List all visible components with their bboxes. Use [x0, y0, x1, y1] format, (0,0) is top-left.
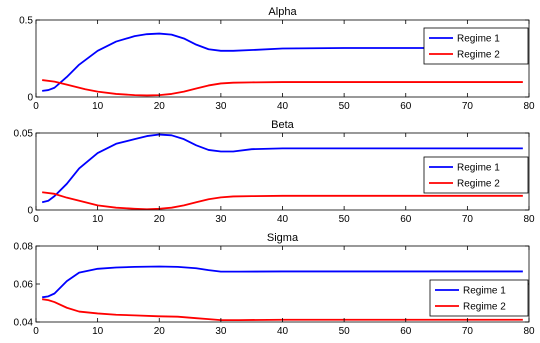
- x-tick-label: 10: [92, 101, 104, 112]
- x-tick-label: 30: [215, 326, 227, 337]
- chart-title: Beta: [271, 119, 295, 131]
- x-tick-label: 30: [215, 214, 227, 225]
- x-tick-label: 80: [523, 214, 535, 225]
- x-tick-label: 10: [92, 214, 104, 225]
- x-tick-label: 20: [154, 214, 166, 225]
- chart-title: Alpha: [268, 6, 297, 18]
- chart-panel-sigma: Sigma 0 10 20 30 40 50 60 70 80 0.04 0.06 0.08 Regime…: [14, 232, 535, 337]
- legend-box: [429, 279, 529, 317]
- x-tick-label: 10: [92, 326, 104, 337]
- legend-box: [423, 27, 529, 65]
- x-tick-label: 40: [277, 326, 289, 337]
- x-tick-label: 40: [277, 214, 289, 225]
- legend-label-regime-1: Regime 1: [457, 163, 500, 174]
- legend-label-regime-2: Regime 2: [457, 50, 500, 61]
- y-tick-label: 0.08: [14, 242, 34, 253]
- x-tick-label: 70: [462, 214, 474, 225]
- x-tick-label: 50: [339, 326, 351, 337]
- series-line-regime-2: [42, 191, 523, 210]
- legend-label-regime-2: Regime 2: [463, 302, 506, 313]
- x-tick-label: 50: [339, 101, 351, 112]
- x-tick-label: 40: [277, 101, 289, 112]
- y-tick-label: 0.06: [14, 280, 34, 291]
- series-group: [41, 133, 523, 210]
- y-tick-label: 0: [27, 93, 33, 104]
- x-tick-label: 70: [462, 326, 474, 337]
- legend-label-regime-2: Regime 2: [457, 179, 500, 190]
- x-tick-label: 30: [215, 101, 227, 112]
- y-tick-label: 0.5: [19, 16, 33, 27]
- y-tick-label: 0: [27, 206, 33, 217]
- legend: Regime 1 Regime 2: [423, 156, 529, 194]
- series-group: [42, 32, 523, 97]
- x-tick-label: 60: [400, 326, 412, 337]
- series-line-regime-1: [41, 133, 523, 204]
- legend: Regime 1 Regime 2: [423, 27, 529, 65]
- x-tick-label: 60: [400, 214, 412, 225]
- legend-label-regime-1: Regime 1: [457, 34, 500, 45]
- y-tick-label: 0.05: [14, 129, 34, 140]
- x-tick-label: 20: [154, 326, 166, 337]
- x-tick-label: 0: [33, 101, 39, 112]
- legend-label-regime-1: Regime 1: [463, 286, 506, 297]
- x-tick-label: 60: [400, 101, 412, 112]
- x-tick-label: 0: [33, 214, 39, 225]
- x-tick-label: 80: [523, 326, 535, 337]
- series-line-regime-2: [42, 79, 523, 97]
- series-line-regime-1: [42, 32, 523, 92]
- x-tick-label: 70: [462, 101, 474, 112]
- x-tick-label: 0: [33, 326, 39, 337]
- x-tick-label: 50: [339, 214, 351, 225]
- chart-title: Sigma: [267, 232, 299, 244]
- legend: Regime 1 Regime 2: [429, 279, 529, 317]
- series-line-regime-1: [42, 265, 523, 299]
- y-tick-label: 0.04: [14, 318, 34, 329]
- legend-box: [423, 156, 529, 194]
- x-tick-label: 80: [523, 101, 535, 112]
- x-tick-label: 20: [154, 101, 166, 112]
